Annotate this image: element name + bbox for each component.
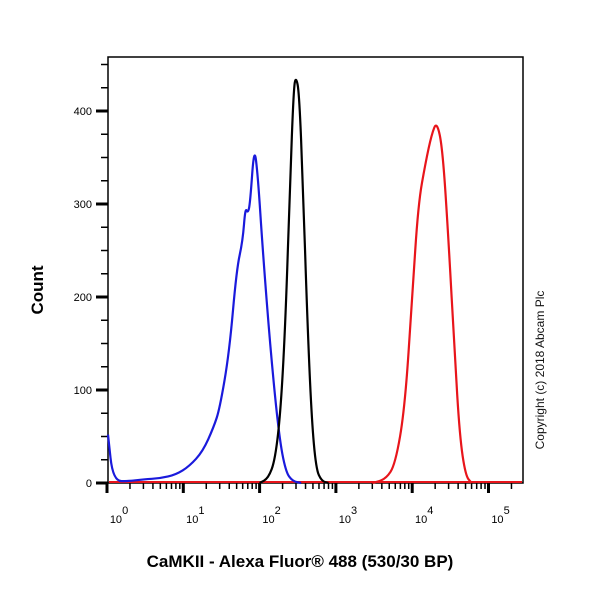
plot-frame: [107, 56, 524, 484]
y-tick-label: 200: [74, 292, 92, 304]
y-tick-label: 100: [74, 385, 92, 397]
x-axis-label: CaMKII - Alexa Fluor® 488 (530/30 BP): [146, 552, 454, 571]
x-tick-label: 103: [339, 505, 357, 526]
y-axis-label: Count: [28, 265, 47, 315]
x-tick-label: 100: [110, 505, 128, 526]
series-black: [259, 78, 329, 485]
series-red: [372, 124, 473, 485]
y-tick-label: 0: [86, 478, 92, 490]
x-tick-label: 105: [491, 505, 509, 526]
y-tick-label: 300: [74, 199, 92, 211]
x-tick-label: 104: [415, 505, 433, 526]
y-tick-label: 400: [74, 106, 92, 118]
x-tick-label: 101: [186, 505, 204, 526]
copyright-notice: Copyright (c) 2018 Abcam Plc: [533, 290, 547, 450]
x-tick-label: 102: [262, 505, 280, 526]
series-blue: [106, 154, 302, 485]
